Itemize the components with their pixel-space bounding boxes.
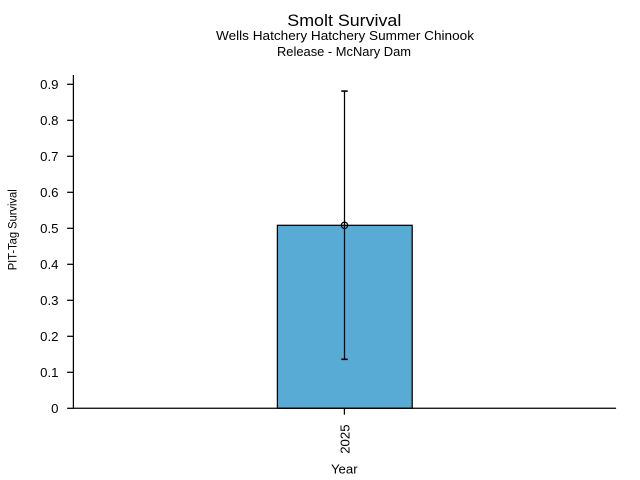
svg-text:0.7: 0.7 — [40, 149, 58, 164]
svg-text:0.5: 0.5 — [40, 221, 58, 236]
svg-text:0.8: 0.8 — [40, 113, 58, 128]
svg-text:0.2: 0.2 — [40, 329, 58, 344]
svg-text:PIT-Tag Survival: PIT-Tag Survival — [6, 189, 20, 270]
svg-text:2025: 2025 — [338, 424, 353, 453]
svg-text:0.4: 0.4 — [40, 257, 58, 272]
svg-text:Release - McNary Dam: Release - McNary Dam — [277, 44, 411, 59]
svg-text:Smolt Survival: Smolt Survival — [287, 11, 401, 30]
svg-text:0: 0 — [51, 401, 58, 416]
svg-text:Year: Year — [331, 461, 358, 476]
svg-text:0.6: 0.6 — [40, 185, 58, 200]
svg-text:0.9: 0.9 — [40, 77, 58, 92]
svg-text:0.1: 0.1 — [40, 365, 58, 380]
svg-text:0.3: 0.3 — [40, 293, 58, 308]
svg-text:Wells Hatchery Hatchery Summer: Wells Hatchery Hatchery Summer Chinook — [216, 28, 475, 43]
